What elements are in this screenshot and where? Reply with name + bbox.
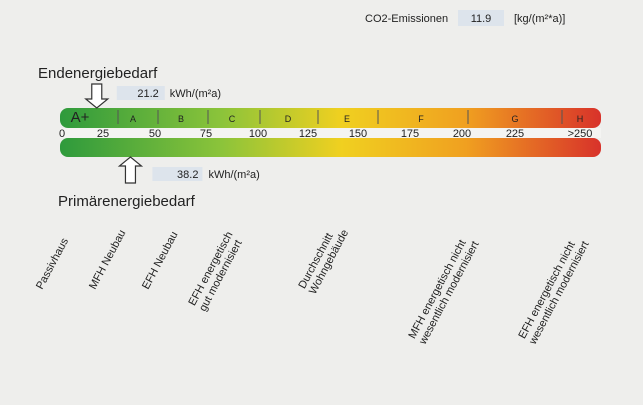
end-energy-value: 21.2 [137,88,158,100]
tick-label: 0 [59,128,65,140]
tick-label: 225 [506,128,524,140]
class-label: A+ [71,109,90,126]
value-box [152,167,203,181]
primary-energy-bar [60,138,601,157]
class-label: A [130,114,136,124]
co2-value-box [458,10,504,26]
co2-label: CO2-Emissionen [365,13,448,25]
co2-value: 11.9 [471,13,492,25]
class-label: C [229,114,236,124]
tick-label: 125 [299,128,317,140]
tick-label: 50 [149,128,161,140]
value-box [116,86,165,100]
tick-label: >250 [568,128,593,140]
scale-band [60,128,601,138]
primary-energy-value: 38.2 [177,169,198,181]
tick-label: 150 [349,128,367,140]
class-label: H [577,114,584,124]
tick-label: 25 [97,128,109,140]
tick-label: 100 [249,128,267,140]
class-label: G [511,114,518,124]
class-label: E [344,114,350,124]
end-energy-unit: kWh/(m²a) [170,88,221,100]
co2-unit: [kg/(m²*a)] [514,13,565,25]
class-label: B [178,114,184,124]
end-energy-arrow [84,83,110,109]
class-label: F [418,114,424,124]
class-label: D [285,114,292,124]
primary-energy-label: Primärenergiebedarf [58,193,196,210]
tick-label: 75 [200,128,212,140]
tick-label: 175 [401,128,419,140]
primary-energy-arrow [117,156,144,184]
end-energy-bar [60,108,601,128]
tick-label: 200 [453,128,471,140]
primary-energy-unit: kWh/(m²a) [208,169,259,181]
end-energy-label: Endenergiebedarf [38,65,158,82]
